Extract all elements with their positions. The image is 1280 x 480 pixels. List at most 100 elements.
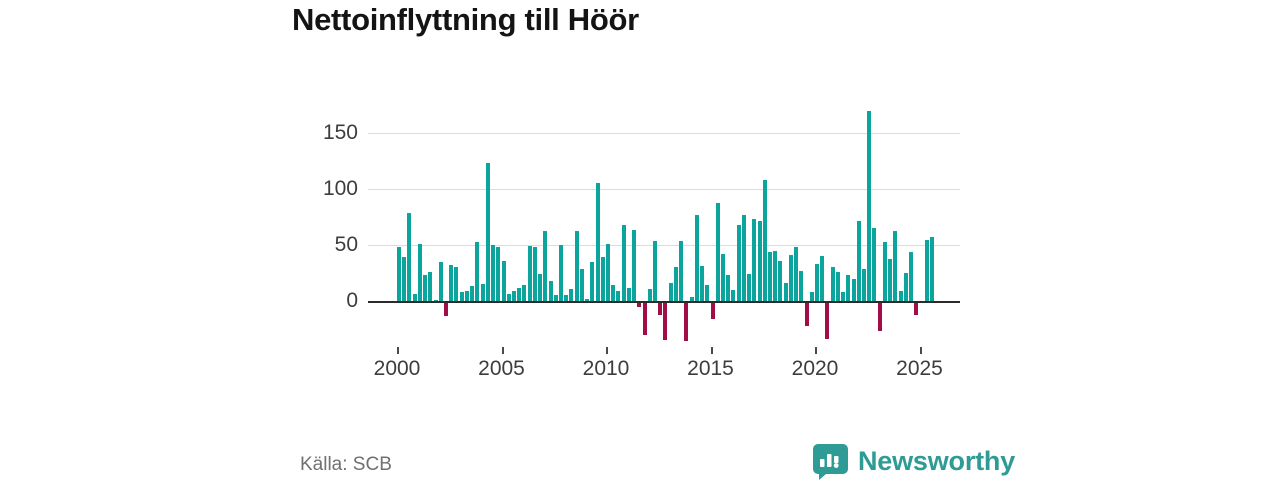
bar-negative <box>663 303 668 340</box>
bar-positive <box>496 247 501 301</box>
bar-negative <box>804 303 809 327</box>
bar-negative <box>658 303 663 316</box>
bar-positive <box>700 266 705 301</box>
bar-positive <box>579 268 584 301</box>
gridline <box>368 189 960 191</box>
bar-positive <box>543 230 548 301</box>
bar-positive <box>501 260 506 301</box>
bar-positive <box>621 225 626 301</box>
bar-positive <box>668 283 673 301</box>
bar-positive <box>485 162 490 301</box>
bar-positive <box>689 296 694 301</box>
bar-positive <box>564 295 569 301</box>
bar-positive <box>893 230 898 301</box>
y-axis-label: 50 <box>334 233 358 257</box>
bar-negative <box>637 303 642 308</box>
newsworthy-icon <box>813 444 848 480</box>
bar-positive <box>538 274 543 301</box>
bar-positive <box>679 240 684 301</box>
x-axis-label: 2025 <box>896 357 943 380</box>
bar-negative <box>914 303 919 316</box>
bar-positive <box>412 294 417 301</box>
x-axis-label: 2005 <box>478 357 525 380</box>
bar-positive <box>736 225 741 301</box>
bar-positive <box>741 215 746 301</box>
x-axis-label: 2015 <box>687 357 734 380</box>
bar-positive <box>433 299 438 301</box>
bar-positive <box>417 244 422 301</box>
bar-positive <box>767 251 772 301</box>
gridline <box>368 133 960 135</box>
bar-positive <box>491 245 496 301</box>
bar-positive <box>872 228 877 301</box>
bar-positive <box>924 239 929 301</box>
bar-positive <box>705 285 710 301</box>
bar-negative <box>710 303 715 319</box>
x-axis-label: 2010 <box>582 357 630 380</box>
bar-positive <box>464 290 469 301</box>
bar-negative <box>642 303 647 336</box>
bar-positive <box>475 241 480 301</box>
bar-positive <box>449 265 454 301</box>
bar-positive <box>653 240 658 301</box>
bar-positive <box>778 260 783 301</box>
bar-positive <box>423 275 428 301</box>
x-axis-label: 2000 <box>373 357 421 380</box>
bar-positive <box>773 250 778 301</box>
bar-positive <box>794 247 799 301</box>
bar-positive <box>747 274 752 301</box>
bar-positive <box>600 257 605 301</box>
bar-positive <box>731 289 736 301</box>
bar-positive <box>862 268 867 301</box>
gridline <box>368 245 960 247</box>
bar-positive <box>898 290 903 301</box>
bar-positive <box>438 261 443 301</box>
bar-positive <box>835 271 840 301</box>
bar-positive <box>867 111 872 301</box>
bar-positive <box>762 180 767 301</box>
bar-positive <box>585 298 590 301</box>
bar-positive <box>553 295 558 301</box>
bar-positive <box>532 247 537 301</box>
bar-positive <box>846 275 851 301</box>
bar-positive <box>616 290 621 301</box>
bar-positive <box>715 202 720 301</box>
bar-positive <box>632 229 637 301</box>
bar-positive <box>726 275 731 301</box>
x-axis-tick <box>397 347 399 354</box>
bar-positive <box>694 215 699 301</box>
bar-positive <box>888 258 893 301</box>
bar-positive <box>929 237 934 301</box>
bar-positive <box>574 230 579 301</box>
bar-positive <box>506 294 511 301</box>
bar-negative <box>444 303 449 317</box>
bar-positive <box>397 247 401 301</box>
brand-logo: Newsworthy <box>812 443 1015 480</box>
bar-positive <box>851 278 856 301</box>
bar-positive <box>527 246 532 301</box>
bar-positive <box>815 264 819 301</box>
bar-positive <box>407 212 412 301</box>
bar-negative <box>877 303 882 331</box>
x-axis-tick <box>919 347 922 354</box>
bar-positive <box>647 288 652 301</box>
bar-positive <box>757 220 762 301</box>
bar-negative <box>825 303 830 339</box>
bar-positive <box>626 287 631 301</box>
bar-positive <box>820 256 825 301</box>
bar-positive <box>522 285 527 301</box>
bar-positive <box>428 271 433 301</box>
bar-positive <box>830 267 835 301</box>
bar-positive <box>590 261 595 301</box>
bar-positive <box>788 255 793 301</box>
bar-positive <box>558 245 563 301</box>
x-axis-tick <box>710 347 713 354</box>
bar-positive <box>548 280 553 301</box>
bar-positive <box>459 292 464 301</box>
page-title: Nettoinflyttning till Höör <box>292 2 639 37</box>
bar-positive <box>841 292 846 301</box>
y-axis-label: 150 <box>322 121 358 145</box>
bar-positive <box>402 257 407 301</box>
bar-positive <box>470 286 475 301</box>
bar-positive <box>606 244 610 301</box>
